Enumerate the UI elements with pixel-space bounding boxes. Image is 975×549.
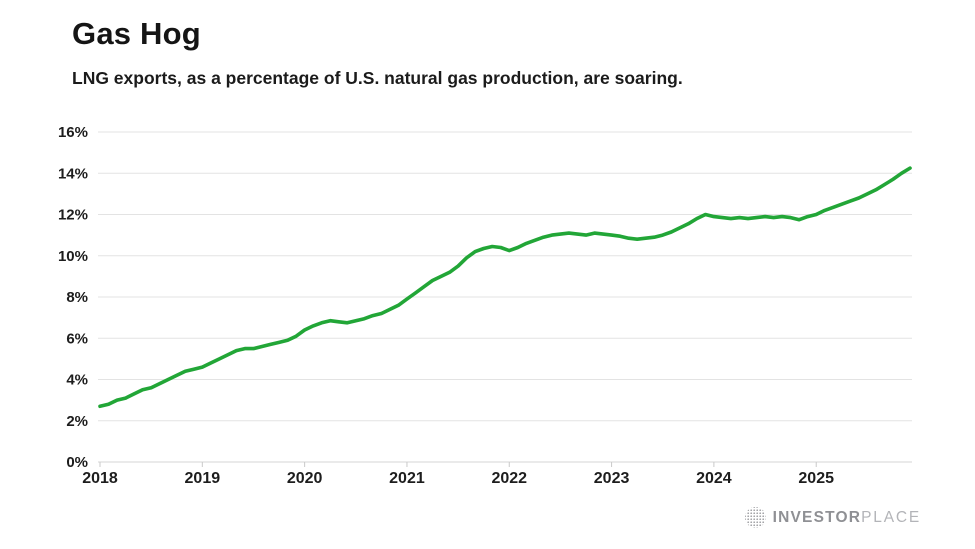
series-line: [98, 166, 912, 409]
x-tick-label: 2020: [287, 470, 323, 487]
page-title: Gas Hog: [72, 16, 201, 51]
chart-subtitle: LNG exports, as a percentage of U.S. nat…: [72, 68, 683, 88]
y-tick-label: 14%: [58, 165, 88, 182]
x-tick-label: 2023: [594, 470, 630, 487]
y-tick-label: 8%: [66, 289, 88, 306]
x-tick-label: 2021: [389, 470, 425, 487]
y-tick-label: 12%: [58, 207, 88, 224]
x-tick-label: 2019: [185, 470, 221, 487]
investorplace-logo: INVESTORPLACE: [744, 506, 921, 529]
y-tick-label: 6%: [66, 330, 88, 347]
x-tick-label: 2018: [82, 470, 118, 487]
dotted-globe-icon: [744, 507, 766, 528]
x-tick-label: 2025: [798, 470, 834, 487]
x-tick-label: 2022: [491, 470, 527, 487]
y-tick-label: 10%: [58, 248, 88, 265]
brand-text-investor: INVESTOR: [772, 508, 862, 526]
y-tick-label: 16%: [58, 124, 88, 141]
y-tick-label: 2%: [66, 413, 88, 430]
y-tick-label: 4%: [66, 372, 88, 389]
brand-text-place: PLACE: [861, 508, 921, 526]
y-tick-label: 0%: [66, 454, 88, 471]
x-tick-label: 2024: [696, 470, 732, 487]
